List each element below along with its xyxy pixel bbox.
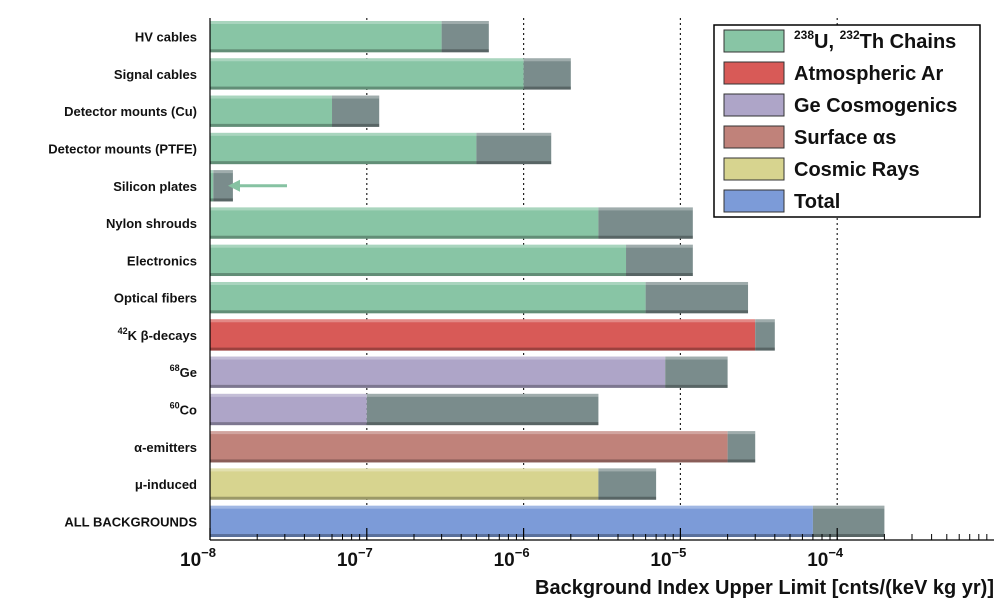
bar-shadow	[210, 384, 728, 388]
bar-optical-fibers	[210, 281, 646, 314]
bar-hv-cables	[210, 20, 442, 53]
legend-swatch-total	[723, 189, 785, 213]
bar-highlight	[210, 319, 775, 323]
bar-group	[210, 20, 885, 538]
upper-limit-arrowhead	[228, 179, 240, 192]
x-axis-title: Background Index Upper Limit [cnts/(keV …	[535, 577, 994, 599]
legend-label-total: Total	[794, 191, 840, 213]
bar-highlight	[210, 244, 693, 248]
uncertainty-bar-all-backgrounds	[812, 505, 885, 538]
bar-shadow	[210, 534, 885, 538]
x-tick-label: 10−7	[337, 545, 373, 571]
uncertainty-bar-optical-fibers	[645, 281, 749, 314]
x-tick-label: 10−5	[650, 545, 686, 571]
category-label-induced: μ-induced	[135, 477, 197, 492]
bar-emitters	[210, 431, 728, 463]
category-label-signal-cables: Signal cables	[114, 67, 197, 82]
bar-shadow	[210, 123, 380, 127]
bar-highlight	[210, 431, 756, 435]
bar-highlight	[210, 393, 599, 397]
uncertainty-bar-emitters	[727, 431, 756, 463]
bar-highlight	[210, 468, 657, 472]
bar-highlight	[210, 20, 489, 24]
legend-swatch-ge-cosmogenics	[723, 93, 785, 117]
bar-shadow	[210, 235, 693, 239]
uncertainty-bar-68-ge	[665, 356, 728, 388]
legend-label-ge-cosmogenics: Ge Cosmogenics	[794, 95, 957, 117]
legend-label-cosmic-rays: Cosmic Rays	[794, 159, 920, 181]
bar-shadow	[210, 496, 657, 500]
bar-highlight	[210, 281, 749, 285]
uncertainty-bar-electronics	[626, 244, 693, 277]
bar-42-k-decays	[210, 319, 756, 351]
bar-electronics	[210, 244, 627, 277]
category-label-hv-cables: HV cables	[135, 30, 197, 45]
bar-shadow	[210, 86, 571, 90]
bar-highlight	[210, 505, 885, 509]
bar-highlight	[210, 58, 571, 62]
legend-swatch-238u-232th-chains	[723, 29, 785, 53]
legend-swatch-atmospheric-ar	[723, 61, 785, 85]
bar-shadow	[210, 198, 233, 202]
category-label-60-co: 60Co	[170, 401, 197, 418]
legend-label-surface-s: Surface αs	[794, 127, 896, 149]
bar-shadow	[210, 347, 775, 351]
category-label-emitters: α-emitters	[134, 440, 197, 455]
bar-shadow	[210, 422, 599, 426]
bar-highlight	[210, 356, 728, 360]
uncertainty-bar-nylon-shrouds	[598, 207, 693, 239]
x-tick-label: 10−4	[807, 545, 844, 571]
legend-swatch-surface-s	[723, 125, 785, 149]
bar-shadow	[210, 310, 749, 314]
bar-signal-cables	[210, 58, 524, 90]
bar-detector-mounts-ptfe	[210, 132, 477, 165]
category-label-all-backgrounds: ALL BACKGROUNDS	[64, 514, 197, 529]
category-label-42-k-decays: 42K β-decays	[118, 326, 197, 343]
legend-swatch-cosmic-rays	[723, 157, 785, 181]
uncertainty-bar-silicon-plates	[213, 170, 233, 202]
x-tick-label: 10−8	[180, 545, 216, 571]
x-axis: 10−8 10−7 10−6 10−5 10−4	[180, 18, 994, 571]
uncertainty-bar-hv-cables	[441, 20, 489, 53]
legend-box	[713, 24, 981, 218]
category-label-detector-mounts-ptfe: Detector mounts (PTFE)	[48, 142, 197, 157]
uncertainty-bar-signal-cables	[523, 58, 571, 90]
bar-silicon-plates	[210, 170, 214, 202]
category-labels: HV cables Signal cables Detector mounts (C…	[48, 30, 197, 530]
uncertainty-bar-detector-mounts-cu	[332, 95, 380, 127]
bar-68-ge	[210, 356, 666, 388]
uncertainty-bar-induced	[598, 468, 657, 500]
category-label-nylon-shrouds: Nylon shrouds	[106, 216, 197, 231]
bar-shadow	[210, 49, 489, 53]
bar-highlight	[210, 170, 233, 174]
category-label-68-ge: 68Ge	[170, 363, 197, 380]
uncertainty-bar-60-co	[366, 393, 599, 426]
bar-highlight	[210, 132, 552, 136]
legend-label-atmospheric-ar: Atmospheric Ar	[794, 63, 944, 85]
bar-nylon-shrouds	[210, 207, 599, 239]
bar-60-co	[210, 393, 367, 426]
bar-all-backgrounds	[210, 505, 813, 538]
uncertainty-bar-42-k-decays	[755, 319, 775, 351]
uncertainty-bar-detector-mounts-ptfe	[476, 132, 552, 165]
bar-highlight	[210, 95, 380, 99]
category-label-optical-fibers: Optical fibers	[114, 291, 197, 306]
bar-shadow	[210, 273, 693, 277]
bar-highlight	[210, 207, 693, 211]
bar-detector-mounts-cu	[210, 95, 333, 127]
bar-shadow	[210, 161, 552, 165]
legend: 238U, 232Th Chains Atmospheric Ar Ge Cosmo…	[713, 24, 981, 218]
category-label-electronics: Electronics	[127, 253, 197, 268]
bar-induced	[210, 468, 599, 500]
category-label-detector-mounts-cu: Detector mounts (Cu)	[64, 104, 197, 119]
category-label-silicon-plates: Silicon plates	[113, 179, 197, 194]
legend-label-238u-232th-chains: 238U, 232Th Chains	[794, 28, 956, 53]
bar-shadow	[210, 459, 756, 463]
x-tick-label: 10−6	[494, 545, 530, 571]
